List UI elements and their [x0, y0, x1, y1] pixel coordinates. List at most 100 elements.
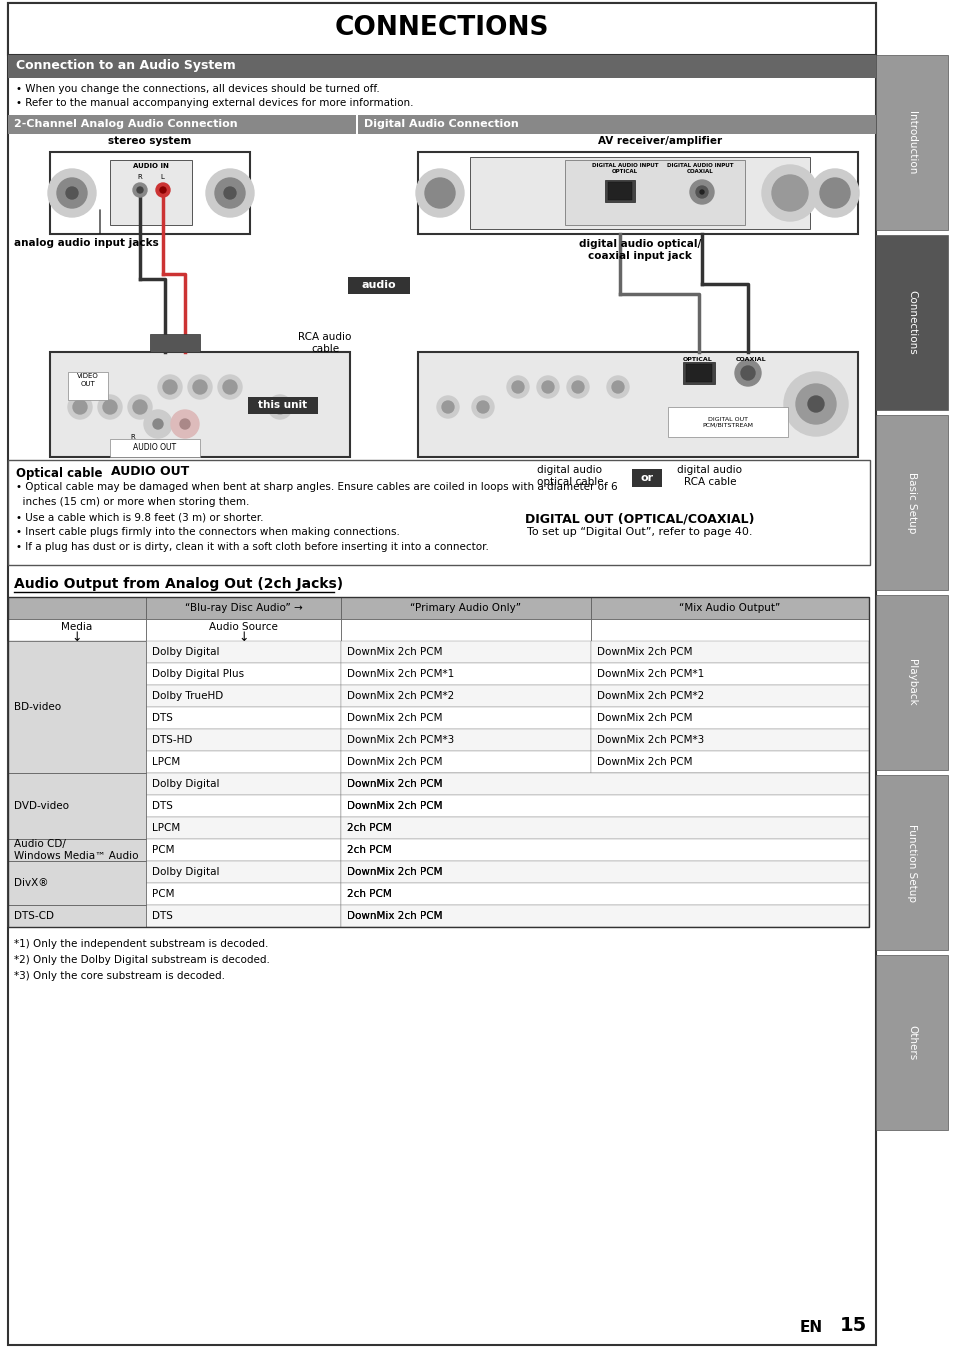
Text: “Mix Audio Output”: “Mix Audio Output”: [679, 603, 780, 613]
Text: AUDIO OUT: AUDIO OUT: [111, 465, 189, 479]
Text: BD-video: BD-video: [14, 702, 61, 712]
Text: Audio Output from Analog Out (2ch Jacks): Audio Output from Analog Out (2ch Jacks): [14, 577, 343, 590]
Text: DownMix 2ch PCM: DownMix 2ch PCM: [597, 758, 692, 767]
Text: AUDIO OUT: AUDIO OUT: [133, 443, 176, 453]
Text: DTS-CD: DTS-CD: [14, 911, 54, 921]
Text: DIGITAL OUT (OPTICAL/COAXIAL): DIGITAL OUT (OPTICAL/COAXIAL): [525, 512, 754, 524]
Bar: [340, 883, 868, 905]
Text: AV receiver/amplifier: AV receiver/amplifier: [598, 136, 721, 146]
Circle shape: [193, 380, 207, 394]
Bar: [146, 685, 340, 706]
Text: 15: 15: [840, 1316, 866, 1335]
Circle shape: [180, 419, 190, 429]
Bar: [146, 838, 340, 861]
Text: *2) Only the Dolby Digital substream is decoded.: *2) Only the Dolby Digital substream is …: [14, 954, 270, 965]
Circle shape: [506, 376, 529, 398]
Bar: [340, 838, 868, 861]
Bar: [340, 597, 590, 619]
Bar: [8, 838, 146, 861]
Text: DownMix 2ch PCM: DownMix 2ch PCM: [597, 647, 692, 656]
Text: Connections: Connections: [906, 290, 916, 355]
Bar: [348, 276, 410, 294]
Circle shape: [156, 183, 170, 197]
Circle shape: [761, 164, 817, 221]
Circle shape: [158, 375, 182, 399]
Bar: [340, 905, 868, 927]
Bar: [8, 460, 869, 565]
Bar: [8, 642, 146, 663]
Circle shape: [48, 168, 96, 217]
Bar: [590, 795, 868, 817]
Bar: [8, 706, 146, 729]
Bar: [590, 861, 868, 883]
Circle shape: [795, 384, 835, 425]
Bar: [248, 398, 317, 414]
Circle shape: [696, 186, 707, 198]
Text: DVD-video: DVD-video: [14, 801, 69, 811]
Bar: [590, 642, 868, 663]
Bar: [357, 115, 875, 133]
Bar: [590, 751, 868, 772]
Bar: [146, 706, 340, 729]
Text: *1) Only the independent substream is decoded.: *1) Only the independent substream is de…: [14, 940, 268, 949]
Circle shape: [537, 376, 558, 398]
Text: Audio CD/: Audio CD/: [14, 838, 66, 849]
Bar: [8, 597, 868, 927]
Text: VIDEO
OUT: VIDEO OUT: [77, 373, 99, 387]
Text: or: or: [639, 473, 653, 483]
Circle shape: [689, 181, 713, 204]
Bar: [631, 469, 661, 487]
Bar: [8, 751, 146, 772]
Bar: [8, 795, 146, 817]
Bar: [875, 594, 947, 770]
Circle shape: [137, 187, 143, 193]
Bar: [590, 663, 868, 685]
Bar: [875, 55, 947, 231]
Bar: [8, 772, 146, 795]
Text: 2-Channel Analog Audio Connection: 2-Channel Analog Audio Connection: [14, 119, 237, 129]
Circle shape: [188, 375, 212, 399]
Circle shape: [740, 367, 754, 380]
Bar: [8, 772, 146, 838]
Text: LPCM: LPCM: [152, 758, 180, 767]
Bar: [667, 407, 787, 437]
Bar: [146, 729, 340, 751]
Circle shape: [810, 168, 858, 217]
Text: R: R: [131, 434, 135, 439]
Circle shape: [103, 400, 117, 414]
Circle shape: [436, 396, 458, 418]
Bar: [340, 642, 590, 663]
Text: PCM: PCM: [152, 888, 174, 899]
Text: L: L: [160, 174, 164, 181]
Text: To set up “Digital Out”, refer to page 40.: To set up “Digital Out”, refer to page 4…: [527, 527, 752, 537]
Text: Dolby Digital: Dolby Digital: [152, 867, 219, 878]
Text: DivX®: DivX®: [14, 878, 49, 888]
Circle shape: [128, 395, 152, 419]
Text: Connection to an Audio System: Connection to an Audio System: [16, 59, 235, 73]
Bar: [564, 160, 744, 225]
Circle shape: [66, 187, 78, 200]
Bar: [340, 619, 590, 642]
Circle shape: [476, 400, 489, 412]
Bar: [590, 838, 868, 861]
Text: “Primary Audio Only”: “Primary Audio Only”: [410, 603, 521, 613]
Text: analog audio input jacks: analog audio input jacks: [14, 239, 158, 248]
Circle shape: [424, 178, 455, 208]
Bar: [146, 795, 340, 817]
Bar: [682, 363, 714, 384]
Bar: [340, 883, 590, 905]
Text: EN: EN: [800, 1320, 822, 1335]
Bar: [146, 642, 340, 663]
Circle shape: [441, 400, 454, 412]
Circle shape: [171, 410, 199, 438]
Bar: [590, 729, 868, 751]
Text: DTS: DTS: [152, 911, 172, 921]
Text: DownMix 2ch PCM: DownMix 2ch PCM: [347, 758, 442, 767]
Bar: [685, 364, 711, 381]
Bar: [8, 905, 146, 927]
Text: DownMix 2ch PCM*1: DownMix 2ch PCM*1: [347, 669, 454, 679]
Text: DownMix 2ch PCM*1: DownMix 2ch PCM*1: [597, 669, 703, 679]
Circle shape: [612, 381, 623, 394]
Bar: [340, 772, 590, 795]
Circle shape: [98, 395, 122, 419]
